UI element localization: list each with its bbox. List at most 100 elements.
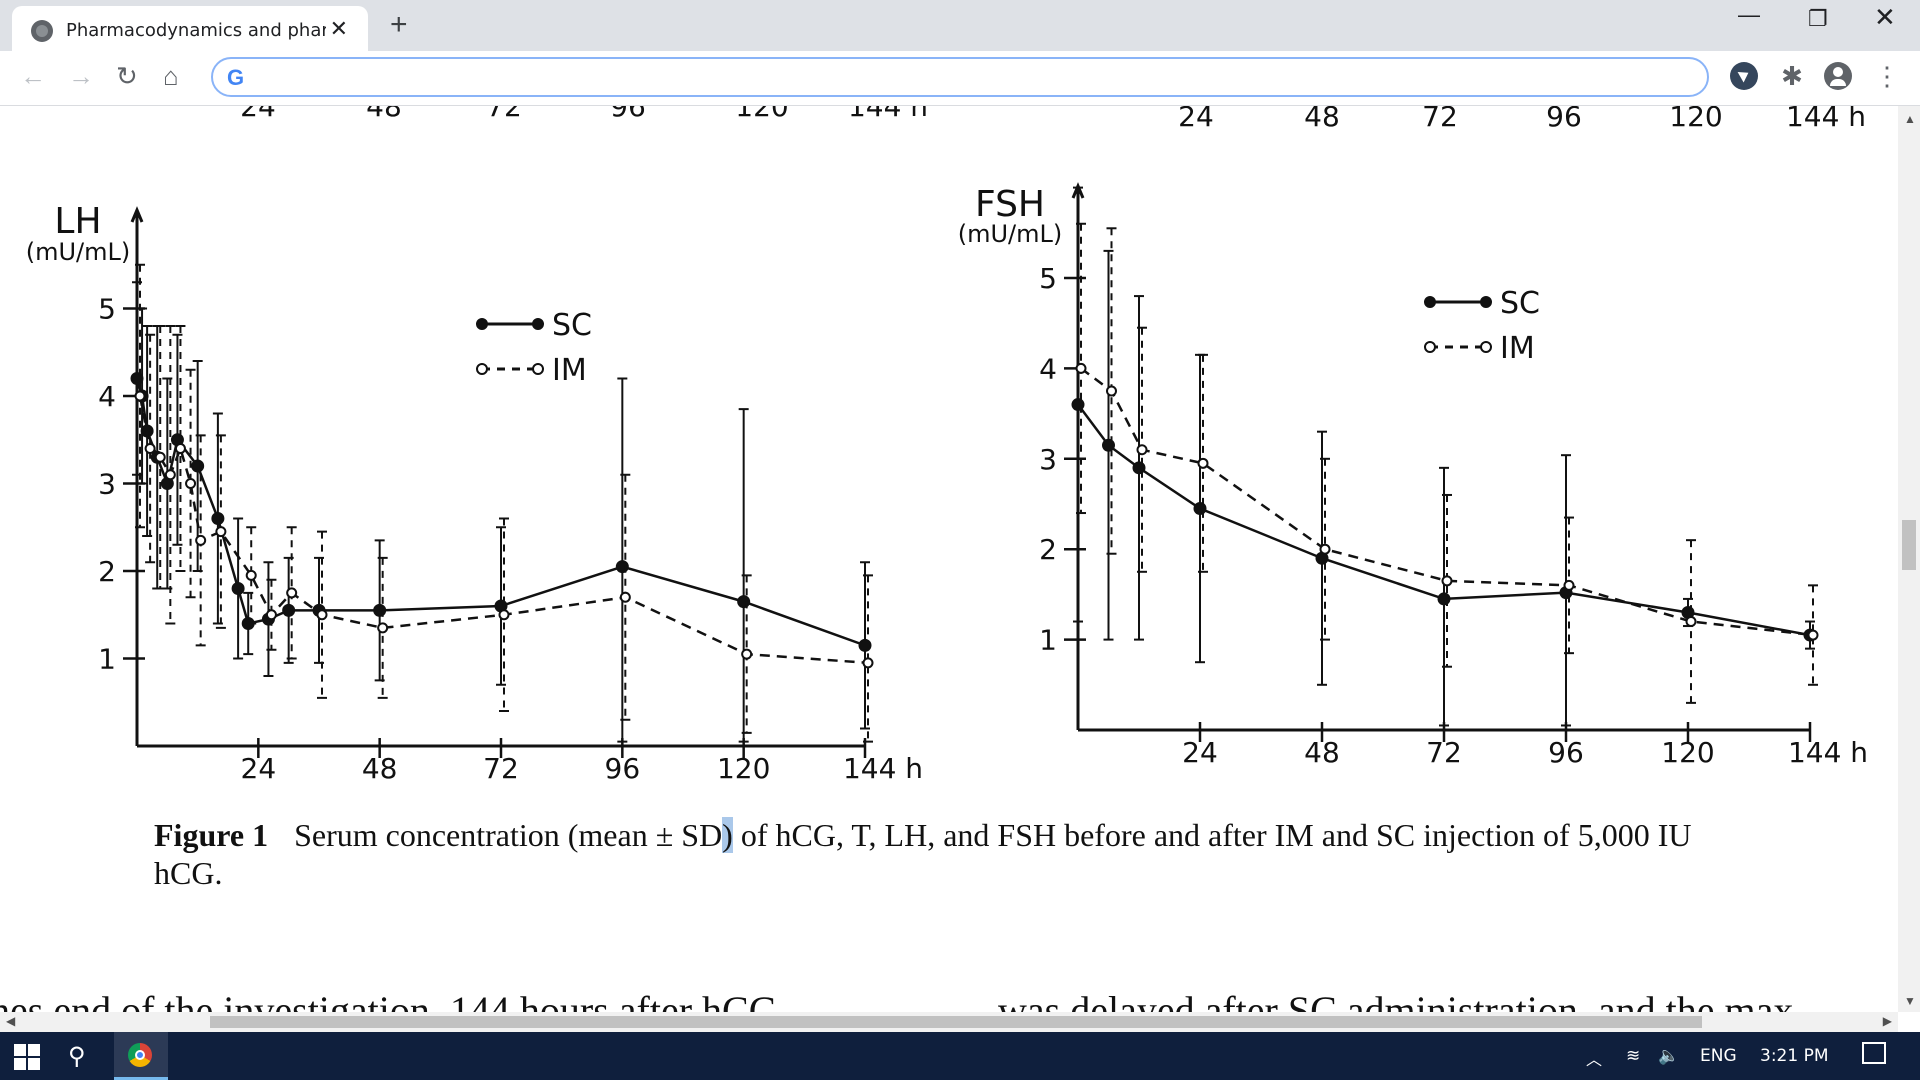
- y-tick-label: 5: [98, 293, 116, 326]
- y-axis-unit-label: (mU/mL): [958, 220, 1063, 248]
- x-tick-label: 24: [241, 752, 277, 785]
- legend-label: SC: [1500, 286, 1540, 321]
- home-button[interactable]: ⌂: [163, 61, 179, 91]
- address-bar[interactable]: G: [211, 57, 1709, 97]
- window-close-button[interactable]: ✕: [1874, 2, 1896, 32]
- tab-close-button[interactable]: ✕: [329, 16, 348, 41]
- scroll-up-arrow-icon[interactable]: ▲: [1904, 112, 1916, 126]
- globe-icon: [31, 20, 53, 42]
- x-tick-label: 96: [1548, 736, 1584, 769]
- y-tick-label: 1: [98, 643, 116, 676]
- data-point-im: [134, 390, 146, 402]
- legend-marker: [532, 363, 544, 375]
- y-tick-label: 2: [1039, 533, 1057, 566]
- data-point-im: [316, 609, 328, 621]
- top-strip-tick-label: 120: [1669, 106, 1722, 133]
- google-icon: G: [227, 65, 245, 90]
- data-point-im: [862, 657, 874, 669]
- y-axis-unit-label: (mU/mL): [26, 238, 131, 266]
- top-strip-tick-label: 144 h: [1786, 106, 1866, 133]
- scroll-left-arrow-icon[interactable]: ◀: [6, 1014, 16, 1028]
- chrome-icon: [128, 1043, 152, 1067]
- data-point-im: [1075, 362, 1087, 374]
- taskbar-chrome-button[interactable]: [114, 1032, 168, 1080]
- data-point-im: [1106, 385, 1117, 397]
- data-point-im: [741, 648, 753, 660]
- address-input[interactable]: [257, 63, 1661, 93]
- new-tab-button[interactable]: +: [390, 8, 408, 41]
- data-point-im: [1807, 629, 1819, 641]
- x-tick-label: 96: [605, 752, 641, 785]
- reload-button[interactable]: ↻: [116, 61, 138, 91]
- tab-strip: Pharmacodynamics and pharmacokinetics ✕ …: [0, 0, 1920, 51]
- profile-avatar-icon[interactable]: [1824, 62, 1852, 90]
- y-axis-label: LH: [54, 201, 101, 242]
- wifi-icon[interactable]: ≋: [1626, 1046, 1641, 1066]
- windows-start-icon[interactable]: [14, 1044, 40, 1070]
- y-tick-label: 1: [1039, 624, 1057, 657]
- back-button[interactable]: ←: [20, 61, 46, 91]
- language-indicator[interactable]: ENG: [1700, 1046, 1737, 1066]
- forward-button[interactable]: →: [68, 61, 94, 91]
- data-point-sc: [231, 582, 245, 595]
- data-point-im: [619, 591, 631, 603]
- x-tick-label: 144 h: [843, 752, 923, 785]
- legend-marker: [1424, 296, 1436, 308]
- caption-label: Figure 1: [154, 817, 269, 853]
- x-tick-label: 48: [1304, 736, 1340, 769]
- body-text-fragment: was delayed after SC administration, and…: [998, 988, 1793, 1012]
- x-tick-label: 120: [1661, 736, 1714, 769]
- legend-marker: [476, 363, 488, 375]
- y-axis-label: FSH: [975, 184, 1045, 225]
- legend-marker: [532, 318, 544, 330]
- vertical-scroll-thumb[interactable]: [1902, 520, 1916, 570]
- search-icon[interactable]: ⚲: [68, 1043, 86, 1070]
- caption-text-b: of hCG, T, LH, and FSH before and after …: [154, 817, 1692, 891]
- data-point-im: [245, 569, 257, 581]
- legend-marker: [1480, 296, 1492, 308]
- clock[interactable]: 3:21 PM: [1760, 1046, 1829, 1066]
- vertical-scrollbar[interactable]: ▲ ▼: [1898, 106, 1920, 1012]
- minimize-button[interactable]: —: [1738, 2, 1760, 27]
- data-point-im: [286, 587, 298, 599]
- data-point-im: [1685, 616, 1697, 628]
- figure-caption: Figure 1 Serum concentration (mean ± SD) …: [154, 816, 1754, 892]
- data-point-im: [174, 443, 186, 454]
- data-point-im: [377, 622, 389, 634]
- top-strip-tick-label: 96: [1546, 106, 1582, 133]
- legend-label: IM: [1500, 331, 1535, 366]
- volume-icon[interactable]: 🔈: [1658, 1046, 1680, 1066]
- page-viewport: 24 48 72 96 120 144 h 24 48 72 96 120 144 h hes end …: [0, 106, 1898, 1012]
- data-point-im: [1197, 457, 1209, 469]
- legend-label: IM: [552, 353, 587, 388]
- data-point-im: [1136, 444, 1148, 456]
- top-strip-tick-label: 96: [610, 106, 646, 123]
- tab-title: Pharmacodynamics and pharmacokinetics: [66, 20, 326, 41]
- browser-tab[interactable]: Pharmacodynamics and pharmacokinetics ✕: [12, 6, 368, 51]
- x-tick-label: 120: [717, 752, 770, 785]
- browser-toolbar: ← → ↻ ⌂ G ✱ ⋮: [0, 51, 1920, 106]
- extensions-puzzle-icon[interactable]: ✱: [1781, 61, 1803, 91]
- restore-button[interactable]: ❐: [1808, 6, 1828, 31]
- caption-text-a: Serum concentration (mean ± SD: [294, 817, 723, 853]
- scroll-right-arrow-icon[interactable]: ▶: [1882, 1014, 1892, 1028]
- y-tick-label: 2: [98, 555, 116, 588]
- data-point-im: [1319, 543, 1331, 555]
- data-point-im: [1563, 579, 1575, 591]
- data-point-im: [195, 534, 207, 546]
- y-axis-arrow: [1071, 182, 1085, 199]
- top-strip-tick-label: 144 h: [848, 106, 928, 123]
- menu-kebab-icon[interactable]: ⋮: [1874, 61, 1900, 91]
- extension-cursor-icon[interactable]: [1730, 62, 1758, 90]
- horizontal-scrollbar[interactable]: ◀ ▶: [0, 1012, 1898, 1032]
- x-tick-label: 24: [1182, 736, 1218, 769]
- data-point-im: [1441, 575, 1453, 587]
- tray-chevron-up-icon[interactable]: ︿: [1586, 1050, 1603, 1069]
- data-point-im: [215, 526, 227, 538]
- scroll-down-arrow-icon[interactable]: ▼: [1904, 994, 1916, 1008]
- caption-selection: ): [722, 817, 733, 853]
- horizontal-scroll-thumb[interactable]: [210, 1016, 1702, 1028]
- x-tick-label: 72: [1426, 736, 1462, 769]
- notification-icon[interactable]: [1862, 1042, 1886, 1064]
- series-line-im: [138, 395, 869, 665]
